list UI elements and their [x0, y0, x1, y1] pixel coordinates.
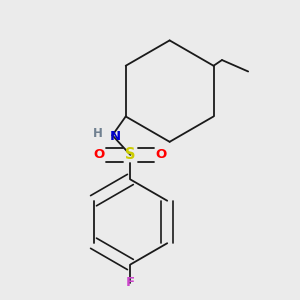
Text: N: N [110, 130, 121, 143]
Text: O: O [94, 148, 105, 161]
Text: O: O [156, 148, 167, 161]
Text: H: H [93, 127, 103, 140]
Text: F: F [126, 276, 135, 289]
Text: S: S [125, 147, 136, 162]
